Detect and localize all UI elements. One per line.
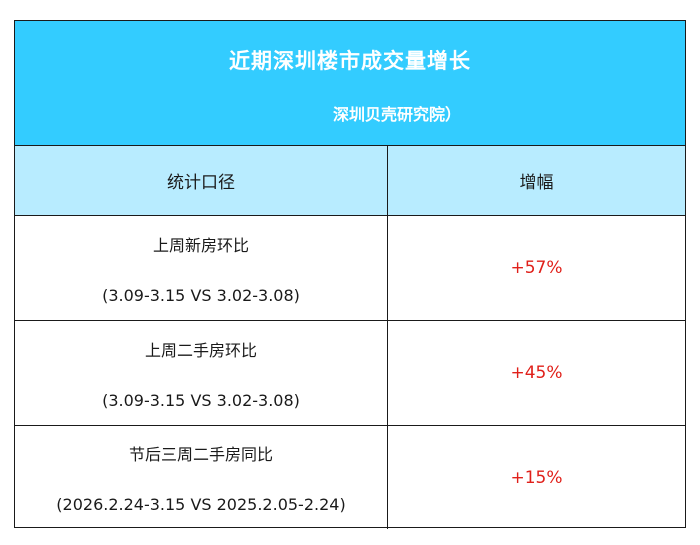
row-period: (3.09-3.15 VS 3.02-3.08) — [102, 390, 300, 410]
data-table: 近期深圳楼市成交量增长 深圳贝壳研究院） 统计口径 增幅 上周新房环比 (3.0… — [14, 20, 686, 529]
row-value: +57% — [510, 258, 563, 278]
row-label: 节后三周二手房同比 — [128, 445, 273, 464]
row-label: 上周二手房环比 — [144, 340, 257, 360]
row-value-cell: +45% — [388, 321, 685, 425]
row-label: 上周新房环比 — [152, 235, 249, 255]
row-period: (2026.2.24-3.15 VS 2025.2.05-2.24) — [56, 495, 346, 514]
row-label-cell: 上周新房环比 (3.09-3.15 VS 3.02-3.08) — [15, 216, 388, 320]
table-title: 近期深圳楼市成交量增长 — [229, 49, 471, 73]
table-title-block: 近期深圳楼市成交量增长 深圳贝壳研究院） — [15, 21, 685, 146]
row-value-cell: +57% — [388, 216, 685, 320]
table-row: 上周二手房环比 (3.09-3.15 VS 3.02-3.08) +45% — [15, 321, 685, 426]
table-row: 上周新房环比 (3.09-3.15 VS 3.02-3.08) +57% — [15, 216, 685, 321]
table-header-row: 统计口径 增幅 — [15, 146, 685, 216]
row-value-cell: +15% — [388, 426, 685, 529]
row-value: +15% — [510, 467, 563, 488]
header-growth: 增幅 — [519, 173, 554, 193]
table-source: 深圳贝壳研究院） — [333, 105, 462, 124]
row-label-cell: 上周二手房环比 (3.09-3.15 VS 3.02-3.08) — [15, 321, 388, 425]
row-period: (3.09-3.15 VS 3.02-3.08) — [102, 285, 300, 305]
header-metric: 统计口径 — [15, 146, 388, 215]
row-value: +45% — [510, 363, 563, 383]
table-row: 节后三周二手房同比 (2026.2.24-3.15 VS 2025.2.05-2… — [15, 426, 685, 529]
row-label-cell: 节后三周二手房同比 (2026.2.24-3.15 VS 2025.2.05-2… — [15, 426, 388, 529]
